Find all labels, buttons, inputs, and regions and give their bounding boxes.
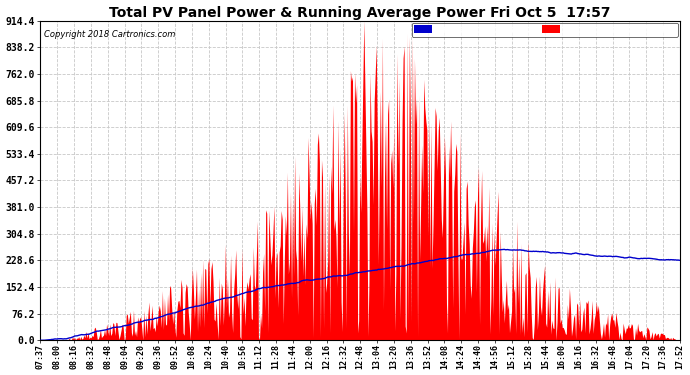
Text: Copyright 2018 Cartronics.com: Copyright 2018 Cartronics.com bbox=[43, 30, 175, 39]
Legend: Average  (DC Watts), PV Panels  (DC Watts): Average (DC Watts), PV Panels (DC Watts) bbox=[411, 22, 678, 37]
Title: Total PV Panel Power & Running Average Power Fri Oct 5  17:57: Total PV Panel Power & Running Average P… bbox=[110, 6, 611, 20]
